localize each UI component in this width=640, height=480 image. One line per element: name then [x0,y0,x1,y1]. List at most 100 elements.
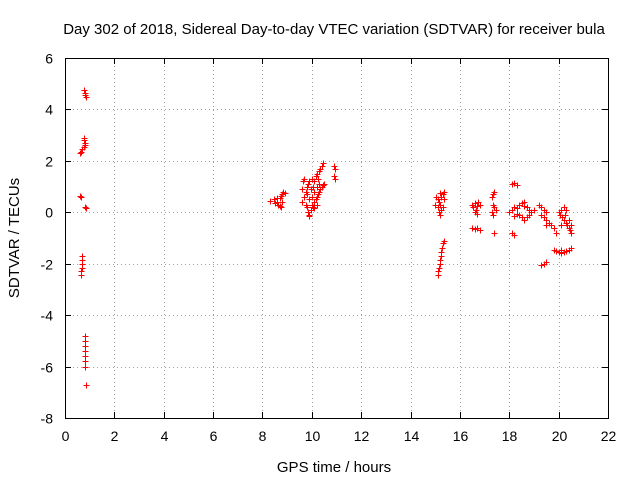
data-point [511,232,518,239]
data-point [314,194,321,201]
data-point [474,203,481,210]
data-point [553,248,560,255]
data-point [271,196,278,203]
x-tick-label: 10 [305,428,321,444]
data-point [331,163,338,170]
x-tick-label: 20 [552,428,568,444]
data-point [558,247,565,254]
data-point [82,358,89,365]
data-point [568,222,575,229]
data-point [470,204,477,211]
y-tick-label: 6 [45,51,53,67]
data-point [439,245,446,252]
data-point [490,212,497,219]
data-point [567,227,574,234]
y-tick-label: -8 [41,411,54,427]
data-point [332,166,339,173]
data-point [543,222,550,229]
data-point [568,245,575,252]
data-point [440,204,447,211]
data-point [315,176,322,183]
data-point [441,189,448,196]
data-point [489,209,496,216]
data-point [531,207,538,214]
data-point [474,211,481,218]
data-point [320,160,327,167]
data-point [511,204,518,211]
data-point [267,198,274,205]
data-point [491,189,498,196]
data-point [441,238,448,245]
data-point [436,265,443,272]
data-point [311,178,318,185]
data-point [558,222,565,229]
data-point [526,212,533,219]
data-point [435,272,442,279]
data-point [438,253,445,260]
data-point [432,202,439,209]
data-point [304,184,311,191]
data-point [538,204,545,211]
data-point [563,248,570,255]
data-point [320,182,327,189]
x-tick-label: 0 [62,428,70,444]
data-point [311,205,318,212]
data-point [562,212,569,219]
data-point [551,225,558,232]
x-tick-label: 18 [502,428,518,444]
y-tick-label: 0 [45,205,53,221]
data-point [332,176,339,183]
x-tick-label: 2 [111,428,119,444]
data-point [81,87,88,94]
y-tick-label: 2 [45,154,53,170]
y-tick-label: -6 [41,360,54,376]
x-tick-label: 16 [453,428,469,444]
data-point [437,212,444,219]
y-tick-label: 4 [45,102,53,118]
x-tick-label: 22 [601,428,617,444]
x-tick-label: 6 [210,428,218,444]
data-point [489,194,496,201]
data-point [477,202,484,209]
data-point [514,182,521,189]
data-point [301,194,308,201]
data-point [331,173,338,180]
data-point [561,204,568,211]
data-point [543,209,550,216]
grid [65,58,608,418]
data-point [279,199,286,206]
data-point [521,217,528,224]
data-point [79,146,86,153]
data-point [77,193,84,200]
data-point [437,261,444,268]
data-point [79,265,86,272]
data-point [316,189,323,196]
y-axis-label: SDTVAR / TECUs [6,178,23,298]
data-point [306,213,313,220]
data-point [301,176,308,183]
data-point [493,207,500,214]
data-point [433,194,440,201]
data-point [303,202,310,209]
data-point [436,199,443,206]
data-point [321,181,328,188]
data-point [299,186,306,193]
data-point [305,181,312,188]
data-point [491,230,498,237]
data-point [282,190,289,197]
data-point [306,196,313,203]
data-point [538,262,545,269]
data-point [82,204,89,211]
data-point [81,137,88,144]
data-point [277,203,284,210]
axis-ticks: 0 2 4 6 8 10 12 14 16 18 20 22 -8 -6 -4 -2 0 2 4 6 [41,51,617,445]
data-point [299,199,306,206]
data-point [83,94,90,101]
data-point [477,227,484,234]
x-tick-label: 8 [259,428,267,444]
data-point [274,195,281,202]
chart-title: Day 302 of 2018, Sidereal Day-to-day VTE… [63,21,605,38]
y-tick-label: -2 [41,257,54,273]
data-point [78,194,85,201]
